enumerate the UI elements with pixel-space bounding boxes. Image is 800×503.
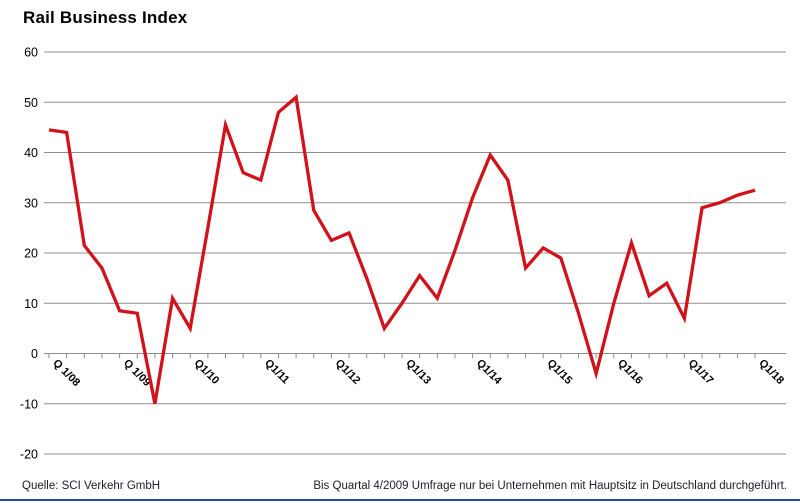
chart-title: Rail Business Index [23, 8, 188, 27]
y-axis-label-10: 10 [24, 297, 38, 311]
y-axis-label-40: 40 [24, 146, 38, 160]
source-note: Quelle: SCI Verkehr GmbH [22, 480, 161, 492]
y-axis-label--20: -20 [20, 448, 38, 462]
x-axis-label-Q1/18: Q1/18 [756, 357, 786, 387]
y-axis-label-20: 20 [24, 247, 38, 261]
x-axis-label-Q1/08: Q 1/08 [50, 357, 82, 389]
x-axis-label-Q1/13: Q1/13 [403, 357, 433, 387]
y-axis-label-60: 60 [24, 46, 38, 60]
rail-business-index-series [48, 94, 756, 405]
x-axis-label-Q1/15: Q1/15 [545, 357, 575, 387]
bottom-divider [0, 499, 800, 501]
chart-footer: Quelle: SCI Verkehr GmbH Bis Quartal 4/2… [22, 480, 787, 492]
y-axis-label-30: 30 [24, 196, 38, 210]
x-axis-label-Q1/11: Q1/11 [262, 357, 291, 386]
x-axis-label-Q1/14: Q1/14 [474, 357, 504, 387]
x-axis-label-Q1/17: Q1/17 [686, 357, 716, 387]
x-axis-label-Q1/10: Q1/10 [192, 357, 222, 387]
y-axis-label-50: 50 [24, 96, 38, 110]
x-axis-label-Q1/12: Q1/12 [333, 357, 363, 387]
x-axis-label-Q1/16: Q1/16 [615, 357, 645, 387]
y-axis-label-0: 0 [31, 347, 38, 361]
y-axis-label--10: -10 [20, 397, 38, 411]
methodology-note: Bis Quartal 4/2009 Umfrage nur bei Unter… [313, 480, 787, 492]
